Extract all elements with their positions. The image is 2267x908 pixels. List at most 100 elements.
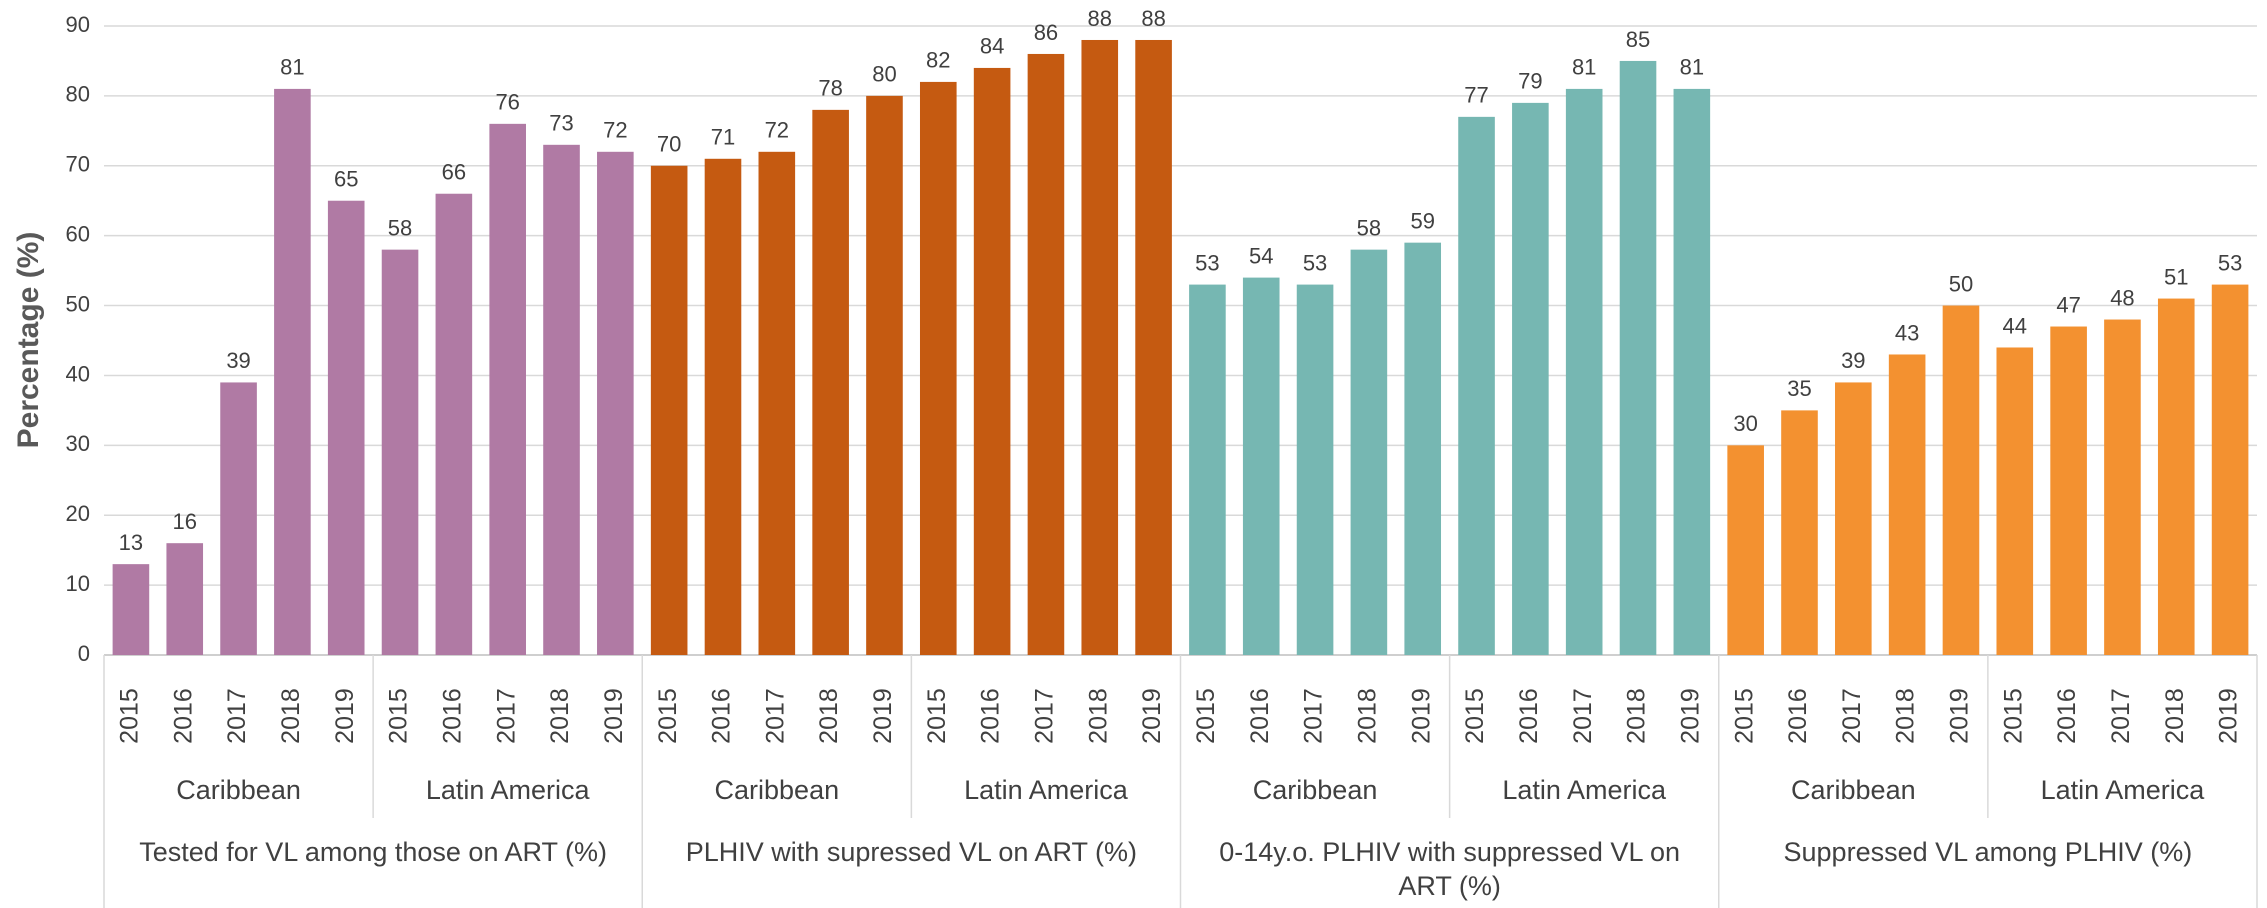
x-tick-label: 2019 bbox=[1407, 688, 1435, 744]
data-label: 16 bbox=[172, 509, 196, 534]
data-label: 47 bbox=[2056, 292, 2080, 317]
bar bbox=[812, 109, 849, 655]
x-tick-label: 2017 bbox=[761, 688, 789, 744]
data-label: 81 bbox=[1680, 55, 1704, 80]
data-label: 50 bbox=[1949, 271, 1973, 296]
x-tick-label: 2015 bbox=[1192, 688, 1220, 744]
group-label: PLHIV with supressed VL on ART (%) bbox=[685, 837, 1137, 867]
x-tick-label: 2018 bbox=[1623, 688, 1651, 744]
data-label: 48 bbox=[2110, 285, 2134, 310]
y-tick-label: 20 bbox=[66, 501, 90, 526]
x-tick-label: 2016 bbox=[1246, 688, 1274, 744]
bar bbox=[1081, 39, 1119, 655]
x-tick-label: 2018 bbox=[546, 688, 574, 744]
x-tick-label: 2019 bbox=[331, 688, 359, 744]
x-tick-label: 2016 bbox=[1515, 688, 1543, 744]
data-label: 53 bbox=[1195, 250, 1219, 275]
x-tick-label: 2018 bbox=[1084, 688, 1112, 744]
group-label: Tested for VL among those on ART (%) bbox=[139, 837, 607, 867]
y-tick-label: 40 bbox=[66, 361, 90, 386]
bar bbox=[543, 144, 580, 656]
group-label: 0-14y.o. PLHIV with suppressed VL on ART… bbox=[1219, 837, 1680, 901]
bar bbox=[1512, 102, 1549, 655]
bar bbox=[919, 81, 957, 655]
x-tick-label: 2015 bbox=[923, 688, 951, 744]
x-tick-label: 2018 bbox=[2161, 688, 2189, 744]
subgroup-label: Caribbean bbox=[715, 775, 840, 805]
data-label: 65 bbox=[334, 167, 358, 192]
x-tick-label: 2019 bbox=[600, 688, 628, 744]
data-label: 85 bbox=[1626, 27, 1650, 52]
data-label: 66 bbox=[442, 160, 466, 185]
x-tick-label: 2018 bbox=[1353, 688, 1381, 744]
x-tick-label: 2019 bbox=[1946, 688, 1974, 744]
data-label: 81 bbox=[280, 55, 304, 80]
data-label: 54 bbox=[1249, 243, 1273, 268]
x-tick-label: 2017 bbox=[1838, 688, 1866, 744]
x-tick-label: 2019 bbox=[869, 688, 897, 744]
y-axis-label: Percentage (%) bbox=[12, 232, 45, 449]
x-tick-label: 2015 bbox=[1999, 688, 2027, 744]
x-tick-label: 2019 bbox=[1138, 688, 1166, 744]
subgroup-label: Caribbean bbox=[1791, 775, 1916, 805]
data-label: 43 bbox=[1895, 320, 1919, 345]
x-tick-label: 2016 bbox=[977, 688, 1005, 744]
bar bbox=[381, 249, 419, 655]
x-tick-label: 2017 bbox=[1031, 688, 1059, 744]
bar bbox=[1781, 410, 1818, 655]
bar bbox=[435, 193, 473, 655]
data-label: 86 bbox=[1034, 20, 1058, 45]
bar bbox=[166, 543, 204, 655]
x-tick-label: 2015 bbox=[654, 688, 682, 744]
bar bbox=[1350, 249, 1388, 655]
x-tick-label: 2017 bbox=[492, 688, 520, 744]
bar bbox=[1996, 347, 2034, 655]
bar bbox=[758, 151, 796, 656]
data-label: 59 bbox=[1410, 208, 1434, 233]
bar bbox=[1296, 284, 1334, 655]
data-label: 53 bbox=[1303, 250, 1327, 275]
subgroup-label: Caribbean bbox=[176, 775, 301, 805]
bar bbox=[1942, 305, 1980, 655]
x-tick-label: 2018 bbox=[277, 688, 305, 744]
subgroup-label: Latin America bbox=[1502, 775, 1667, 805]
y-tick-label: 50 bbox=[66, 291, 90, 316]
group-label: Suppressed VL among PLHIV (%) bbox=[1783, 837, 2193, 867]
bar bbox=[704, 158, 742, 656]
bar bbox=[2211, 284, 2249, 655]
y-tick-label: 60 bbox=[66, 221, 90, 246]
data-label: 70 bbox=[657, 132, 681, 157]
y-tick-label: 30 bbox=[66, 431, 90, 456]
y-tick-label: 70 bbox=[66, 152, 90, 177]
x-tick-label: 2016 bbox=[1784, 688, 1812, 744]
x-tick-label: 2015 bbox=[1730, 688, 1758, 744]
bar bbox=[597, 151, 634, 656]
x-tick-label: 2019 bbox=[2215, 688, 2243, 744]
bar bbox=[1835, 382, 1872, 655]
data-label: 88 bbox=[1141, 6, 1165, 31]
y-tick-label: 0 bbox=[78, 641, 90, 666]
data-label: 77 bbox=[1464, 83, 1488, 108]
data-label: 79 bbox=[1518, 69, 1542, 94]
x-tick-label: 2017 bbox=[2107, 688, 2135, 744]
data-label: 13 bbox=[119, 530, 143, 555]
data-label: 58 bbox=[1357, 215, 1381, 240]
bar bbox=[1565, 88, 1603, 655]
x-tick-label: 2017 bbox=[1569, 688, 1597, 744]
bar bbox=[220, 382, 257, 655]
bar bbox=[1189, 284, 1226, 655]
x-tick-label: 2015 bbox=[116, 688, 144, 744]
data-label: 72 bbox=[765, 118, 789, 143]
x-tick-label: 2016 bbox=[169, 688, 197, 744]
x-tick-label: 2015 bbox=[1461, 688, 1489, 744]
x-tick-label: 2017 bbox=[1300, 688, 1328, 744]
data-label: 80 bbox=[872, 62, 896, 87]
y-tick-label: 80 bbox=[66, 82, 90, 107]
bar bbox=[1242, 277, 1280, 655]
x-tick-label: 2015 bbox=[385, 688, 413, 744]
bar bbox=[112, 564, 150, 655]
subgroup-label: Latin America bbox=[2041, 775, 2206, 805]
data-label: 44 bbox=[2003, 313, 2027, 338]
bar bbox=[1727, 445, 1764, 655]
